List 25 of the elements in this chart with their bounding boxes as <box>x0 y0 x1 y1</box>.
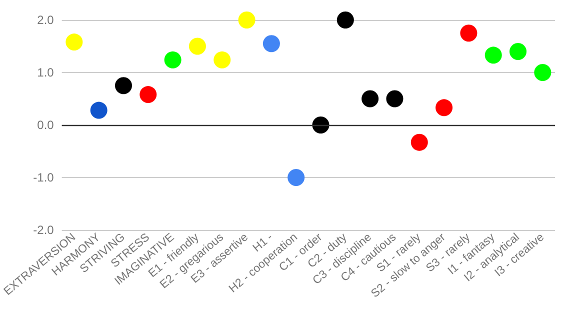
y-tick-label: 2.0 <box>37 13 54 27</box>
point <box>238 12 256 28</box>
point <box>90 102 108 119</box>
point <box>66 34 83 51</box>
point <box>484 46 502 64</box>
y-tick-label: -1.0 <box>33 170 54 184</box>
point <box>336 12 354 28</box>
point <box>262 35 280 52</box>
y-tick-label: -2.0 <box>33 223 54 237</box>
point <box>460 24 478 42</box>
point <box>436 99 453 116</box>
y-tick-label: 1.0 <box>37 66 54 80</box>
point <box>510 43 527 60</box>
point <box>410 134 428 151</box>
point <box>534 64 552 81</box>
point <box>288 169 305 186</box>
point <box>140 86 157 104</box>
point <box>386 90 404 108</box>
point <box>188 38 206 55</box>
point <box>312 116 330 134</box>
point <box>164 51 182 68</box>
y-tick-label: 0.0 <box>37 118 54 132</box>
point <box>115 77 132 94</box>
point <box>362 90 379 108</box>
point <box>214 51 231 68</box>
